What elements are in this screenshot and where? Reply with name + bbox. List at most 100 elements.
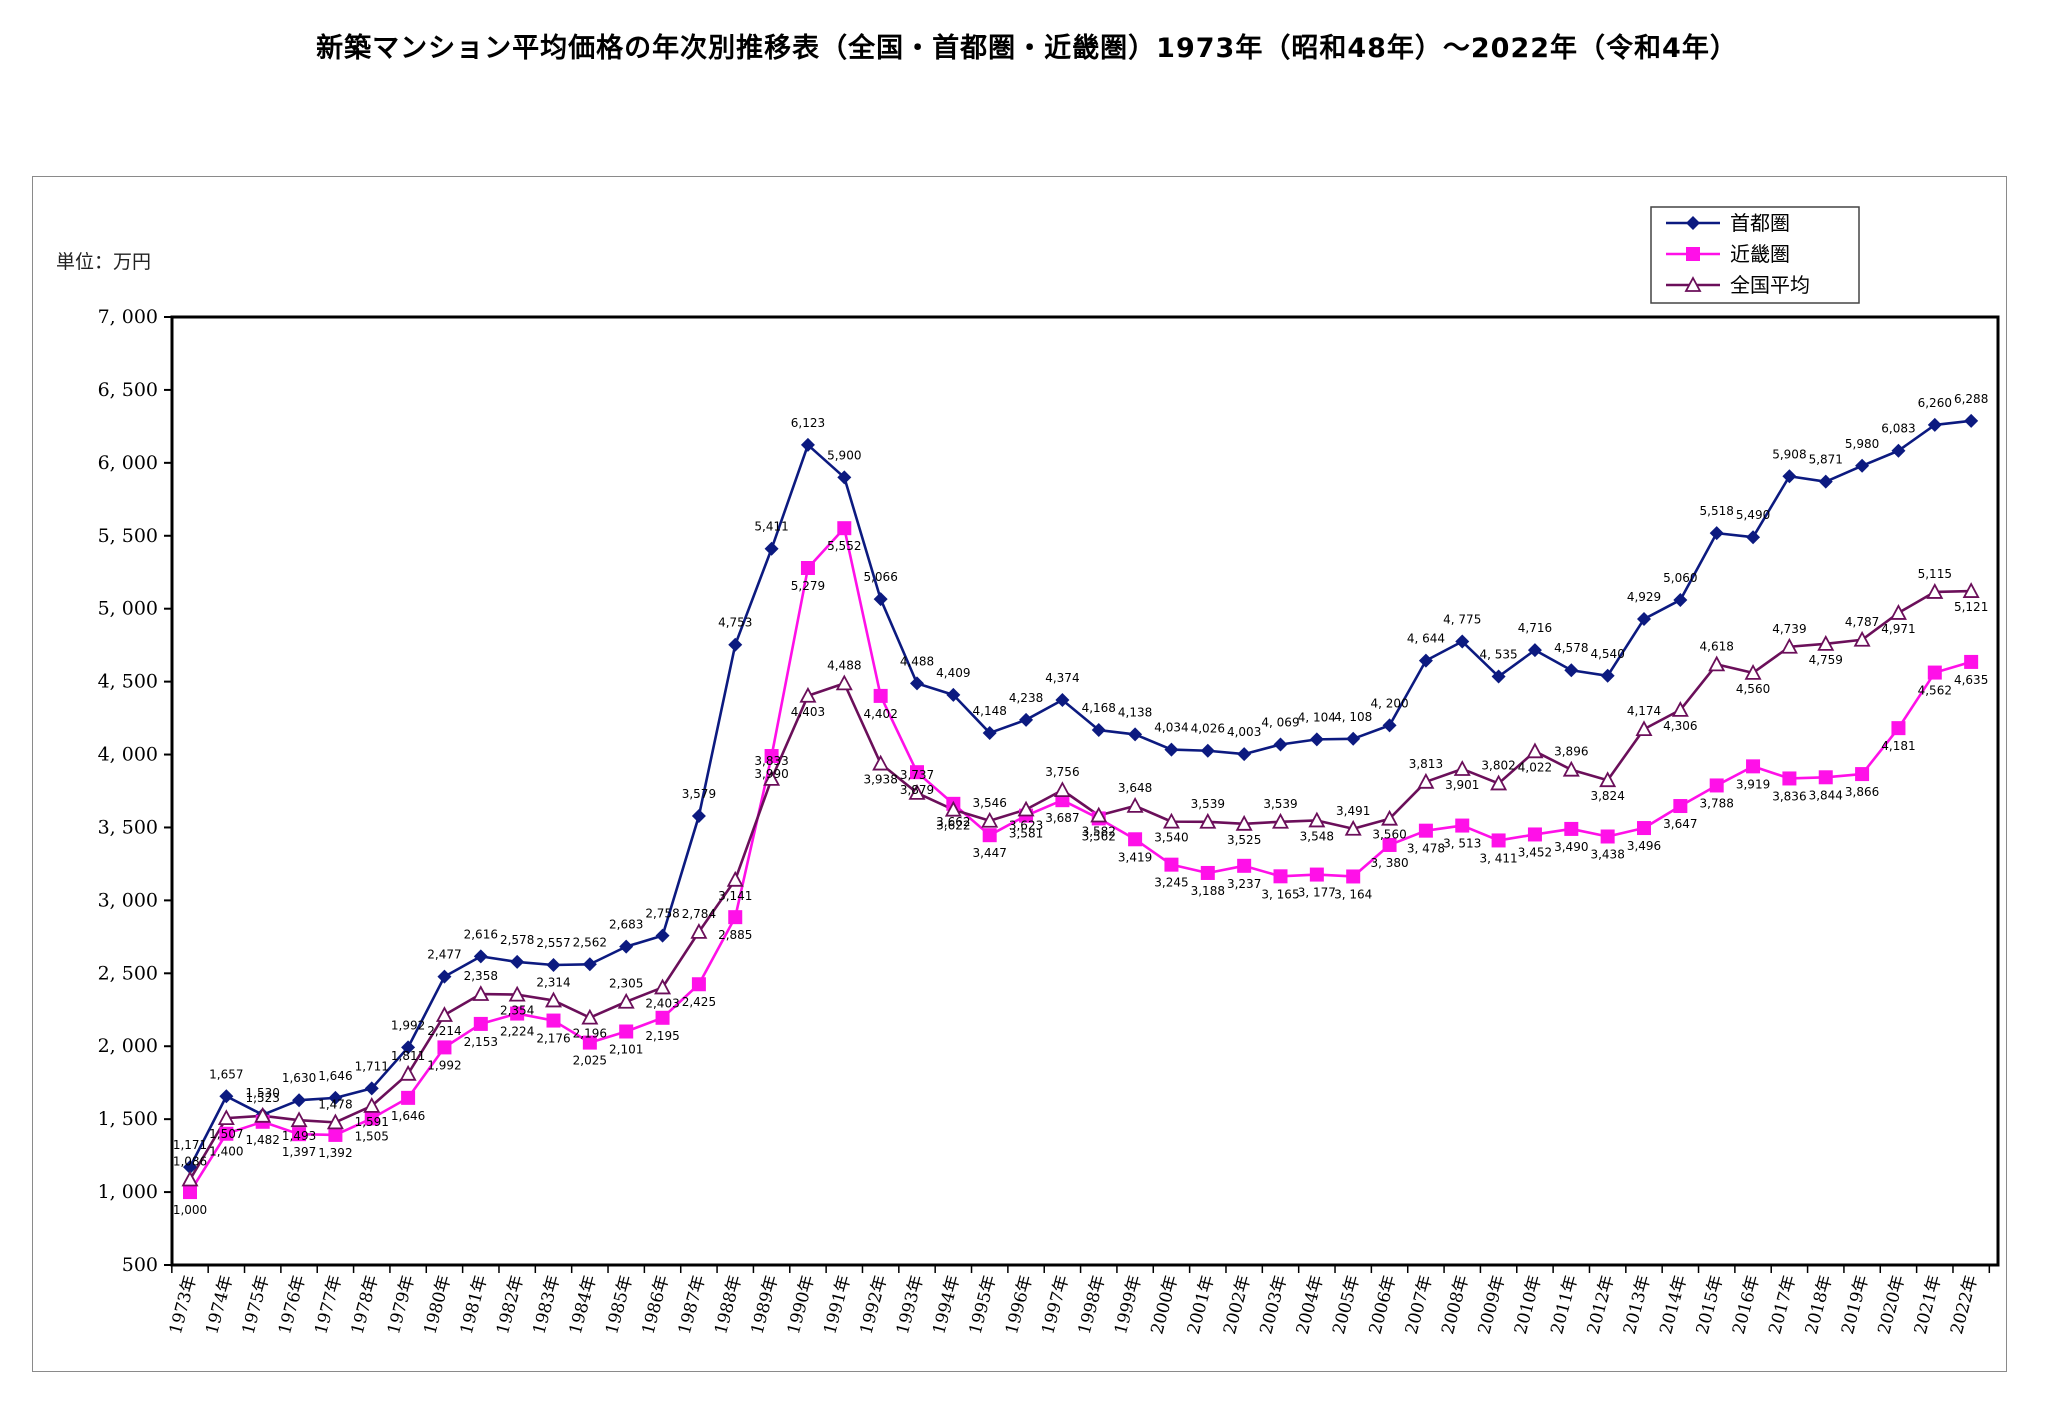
x-tick-label: 1998年 — [1075, 1273, 1110, 1336]
point-shutoken — [982, 725, 997, 740]
x-tick-label: 1980年 — [420, 1273, 455, 1336]
point-shutoken — [1455, 634, 1470, 649]
chart-frame — [32, 176, 2007, 1372]
data-label-shutoken: 6,260 — [1918, 396, 1952, 410]
point-shutoken — [655, 928, 670, 943]
data-label-kinki: 2,195 — [645, 1029, 679, 1043]
data-label-zenkoku: 3,802 — [1481, 758, 1515, 772]
point-kinki — [364, 1111, 379, 1126]
data-label-kinki: 5,552 — [827, 539, 861, 553]
point-zenkoku — [1599, 771, 1617, 788]
point-zenkoku — [617, 992, 635, 1009]
x-tick-label: 2022年 — [1947, 1273, 1982, 1336]
point-shutoken — [1418, 653, 1433, 668]
point-kinki — [1782, 771, 1797, 786]
data-label-kinki: 1,646 — [391, 1109, 425, 1123]
x-tick-label: 1978年 — [348, 1273, 383, 1336]
data-label-shutoken: 5,908 — [1772, 447, 1806, 461]
data-label-shutoken: 2,758 — [645, 907, 679, 921]
data-label-zenkoku: 3,648 — [1118, 781, 1152, 795]
point-kinki — [1237, 858, 1252, 873]
point-kinki — [1964, 654, 1979, 669]
chart-title: 新築マンション平均価格の年次別推移表（全国・首都圏・近畿圏）1973年（昭和48… — [316, 33, 1738, 64]
point-zenkoku — [1889, 604, 1907, 620]
data-label-zenkoku: 3,525 — [1227, 833, 1261, 847]
legend-marker-zenkoku — [1684, 276, 1702, 292]
point-shutoken — [1164, 742, 1179, 757]
point-shutoken — [1782, 469, 1797, 484]
point-zenkoku — [763, 769, 781, 786]
data-label-shutoken: 4,716 — [1518, 621, 1552, 635]
data-label-kinki: 3,844 — [1809, 788, 1843, 802]
data-label-zenkoku: 4,971 — [1881, 622, 1915, 636]
data-label-shutoken: 5,490 — [1736, 508, 1770, 522]
point-kinki — [437, 1040, 452, 1055]
data-label-kinki: 3,245 — [1154, 876, 1188, 890]
data-label-zenkoku: 4,022 — [1518, 760, 1552, 774]
data-label-kinki: 3, 164 — [1334, 887, 1372, 901]
data-label-kinki: 2,101 — [609, 1043, 643, 1057]
data-label-zenkoku: 3,546 — [973, 796, 1007, 810]
point-shutoken — [1237, 747, 1252, 762]
data-label-kinki: 2,025 — [573, 1054, 607, 1068]
point-kinki — [1382, 837, 1397, 852]
point-zenkoku — [1090, 806, 1108, 823]
x-axis: 1973年 1974年 1975年 1976年 1977年 1978年 1979年 1980年… — [166, 1265, 1991, 1337]
point-shutoken — [1128, 727, 1143, 742]
data-label-shutoken: 5,980 — [1845, 437, 1879, 451]
x-tick-label: 1979年 — [384, 1273, 419, 1336]
point-shutoken — [910, 676, 924, 691]
point-shutoken — [1709, 526, 1724, 541]
data-label-kinki: 3,490 — [1554, 840, 1588, 854]
data-label-shutoken: 4,929 — [1627, 590, 1661, 604]
data-label-shutoken: 2,578 — [500, 933, 534, 947]
y-axis: 500 1, 000 1, 500 2, 000 2, 500 3, 000 3, 500 4… — [98, 306, 172, 1276]
data-label-zenkoku: 2,214 — [427, 1024, 461, 1038]
data-label-shutoken: 5,871 — [1809, 453, 1843, 467]
data-label-kinki: 3, 513 — [1443, 837, 1481, 851]
point-kinki — [1418, 823, 1433, 838]
data-label-zenkoku: 3,539 — [1263, 797, 1297, 811]
data-label-kinki: 3, 478 — [1407, 842, 1445, 856]
point-shutoken — [619, 939, 634, 954]
point-zenkoku — [1526, 742, 1544, 759]
data-label-kinki: 4,181 — [1881, 739, 1915, 753]
point-shutoken — [1309, 732, 1324, 747]
data-label-shutoken: 4,374 — [1045, 671, 1079, 685]
point-kinki — [292, 1127, 307, 1142]
point-kinki — [910, 765, 924, 780]
point-kinki — [728, 910, 743, 925]
data-label-kinki: 3,581 — [1009, 827, 1043, 841]
point-shutoken — [1055, 692, 1070, 707]
x-tick-label: 1981年 — [457, 1273, 492, 1336]
data-label-kinki: 3,419 — [1118, 850, 1152, 864]
point-kinki — [1891, 721, 1906, 736]
data-label-shutoken: 4,026 — [1191, 722, 1225, 736]
data-label-zenkoku: 3,491 — [1336, 804, 1370, 818]
point-zenkoku — [472, 985, 490, 1001]
point-shutoken — [510, 954, 525, 969]
point-zenkoku — [1490, 774, 1508, 791]
data-label-zenkoku: 2,305 — [609, 977, 643, 991]
data-label-shutoken: 4,753 — [718, 616, 752, 630]
data-label-shutoken: 5,411 — [754, 520, 788, 534]
x-tick-label: 1989年 — [748, 1273, 783, 1336]
data-label-shutoken: 6,083 — [1881, 422, 1915, 436]
point-shutoken — [1346, 731, 1361, 746]
data-label-kinki: 1,400 — [209, 1145, 243, 1159]
point-kinki — [1746, 759, 1761, 774]
data-label-zenkoku: 2,196 — [573, 1027, 607, 1041]
data-label-kinki: 3, 165 — [1261, 887, 1299, 901]
data-label-zenkoku: 1,591 — [355, 1115, 389, 1129]
x-tick-label: 2003年 — [1256, 1273, 1291, 1336]
data-label-zenkoku: 1,523 — [246, 1091, 280, 1105]
point-zenkoku — [872, 754, 890, 771]
point-shutoken — [1673, 592, 1688, 607]
data-label-kinki: 2,176 — [536, 1032, 570, 1046]
point-zenkoku — [581, 1008, 599, 1025]
point-kinki — [691, 977, 706, 992]
point-kinki — [401, 1090, 416, 1105]
data-label-kinki: 5,279 — [791, 579, 825, 593]
point-shutoken — [800, 437, 815, 452]
